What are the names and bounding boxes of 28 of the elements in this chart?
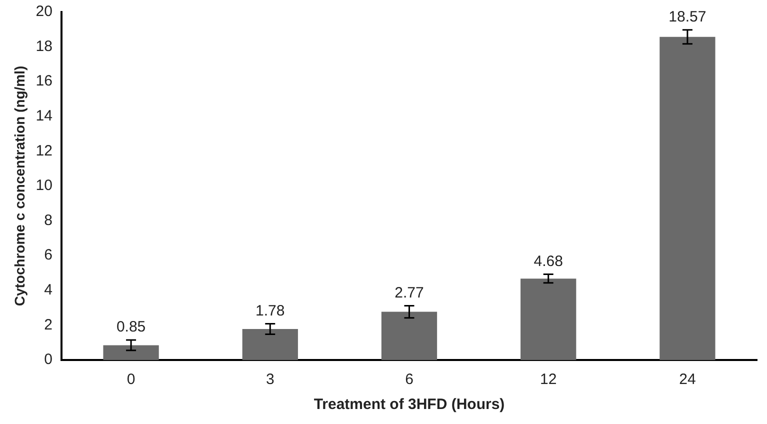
y-tick-label: 20 [36,3,52,20]
y-tick-label: 12 [36,142,52,160]
data-label: 2.77 [394,284,424,302]
y-tick-label: 14 [36,108,52,125]
x-tick-label: 12 [540,371,557,388]
x-tick-label: 24 [679,371,696,388]
bar [242,329,298,360]
x-axis-title: Treatment of 3HFD (Hours) [314,396,505,414]
y-tick-label: 4 [44,282,52,299]
y-tick-label: 8 [44,212,52,229]
y-tick-label: 0 [44,351,52,368]
bar [103,345,159,360]
data-label: 18.57 [668,8,706,26]
x-tick-label: 3 [266,371,274,388]
y-tick-label: 6 [44,246,52,264]
data-label: 4.68 [534,252,563,270]
data-label: 0.85 [116,318,146,336]
bar [660,36,716,360]
y-axis-title: Cytochrome c concentration (ng/ml) [11,66,28,306]
x-tick-label: 6 [405,371,414,388]
bar [381,312,438,360]
y-tick-label: 2 [44,316,52,334]
y-tick-label: 18 [36,38,52,55]
y-tick-label: 16 [36,72,52,90]
bar [520,278,576,360]
data-label: 1.78 [256,302,285,320]
y-tick-label: 10 [36,177,52,194]
x-tick-label: 0 [126,371,136,388]
